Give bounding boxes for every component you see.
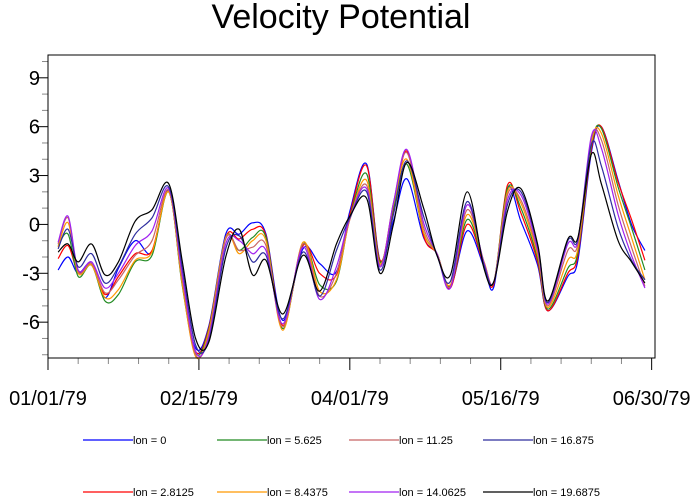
legend-item: lon = 14.0625 — [349, 487, 466, 497]
series-line-3 — [57, 126, 646, 359]
series-line-7 — [57, 151, 646, 351]
x-tick-label: 04/01/79 — [311, 388, 389, 410]
legend-label: lon = 19.6875 — [533, 487, 600, 497]
y-tick-label: 0 — [29, 214, 40, 236]
legend-label: lon = 8.4375 — [267, 487, 328, 497]
y-tick-label: 9 — [29, 68, 40, 90]
y-tick-label: 3 — [29, 166, 40, 188]
axis-ticks: -6 -3 0 3 6 9 01/01/79 02/15/79 04/01/79 05/16/79… — [9, 61, 691, 410]
legend-label: lon = 2.8125 — [133, 487, 194, 497]
y-tick-label: -3 — [22, 263, 40, 285]
series-line-5 — [57, 129, 646, 357]
chart-title: Velocity Potential — [212, 0, 471, 36]
legend-label: lon = 0 — [133, 435, 166, 447]
legend-item: lon = 16.875 — [483, 435, 594, 447]
legend-label: lon = 16.875 — [533, 435, 594, 447]
legend-item: lon = 8.4375 — [217, 487, 328, 497]
legend-item: lon = 0 — [83, 435, 166, 447]
x-tick-label: 06/30/79 — [613, 388, 691, 410]
series-lines — [57, 124, 646, 359]
series-line-4 — [57, 128, 646, 359]
series-line-1 — [57, 124, 646, 355]
legend-label: lon = 5.625 — [267, 435, 322, 447]
x-tick-label: 05/16/79 — [462, 388, 540, 410]
legend-label: lon = 11.25 — [399, 435, 453, 447]
plot-frame — [47, 54, 656, 359]
x-tick-label: 02/15/79 — [160, 388, 238, 410]
legend: lon = 0 lon = 5.625 lon = 11.25 lon = 16.87… — [83, 435, 600, 497]
series-line-6 — [57, 140, 646, 354]
legend-item: lon = 2.8125 — [83, 487, 194, 497]
y-tick-label: 6 — [29, 117, 40, 139]
series-line-2 — [57, 124, 646, 356]
x-tick-label: 01/01/79 — [9, 388, 87, 410]
legend-label: lon = 14.0625 — [399, 487, 466, 497]
legend-item: lon = 11.25 — [349, 435, 453, 447]
legend-item: lon = 5.625 — [217, 435, 322, 447]
legend-item: lon = 19.6875 — [483, 487, 600, 497]
y-tick-label: -6 — [22, 312, 40, 334]
